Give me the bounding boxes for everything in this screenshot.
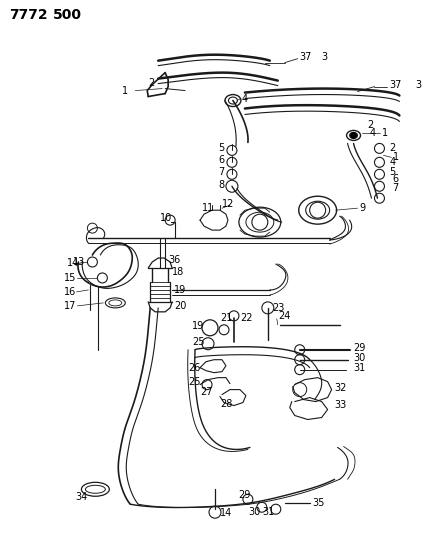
Text: 37: 37 <box>300 52 312 62</box>
Text: 10: 10 <box>160 213 172 223</box>
Text: 30: 30 <box>248 507 260 517</box>
Text: 30: 30 <box>353 353 366 362</box>
Text: 5: 5 <box>390 167 396 177</box>
Text: 31: 31 <box>353 362 366 373</box>
Text: 27: 27 <box>200 386 212 397</box>
Text: 3: 3 <box>322 52 328 62</box>
Text: 1: 1 <box>122 86 128 95</box>
Text: 21: 21 <box>220 313 233 323</box>
Text: 15: 15 <box>63 273 76 283</box>
Text: 8: 8 <box>218 180 224 190</box>
Text: 6: 6 <box>218 155 224 165</box>
Text: 2: 2 <box>368 120 374 131</box>
Text: 29: 29 <box>353 343 366 353</box>
Text: 5: 5 <box>218 143 224 154</box>
Text: 29: 29 <box>238 490 250 500</box>
Text: 34: 34 <box>76 492 88 502</box>
Text: 2: 2 <box>148 78 154 87</box>
Text: 20: 20 <box>174 301 187 311</box>
Text: 19: 19 <box>192 321 204 331</box>
Text: 17: 17 <box>63 301 76 311</box>
Text: 12: 12 <box>222 199 234 209</box>
Text: 14: 14 <box>66 258 79 268</box>
Text: 37: 37 <box>390 79 402 90</box>
Text: 26: 26 <box>188 362 200 373</box>
Text: 25: 25 <box>192 337 205 347</box>
Text: 19: 19 <box>174 285 186 295</box>
Text: 7: 7 <box>393 183 399 193</box>
Text: 14: 14 <box>220 508 232 518</box>
Text: 4: 4 <box>390 157 396 167</box>
Text: 13: 13 <box>73 257 85 267</box>
Text: 3: 3 <box>415 79 421 90</box>
Text: 32: 32 <box>335 383 347 393</box>
Text: 23: 23 <box>272 303 284 313</box>
Text: 25: 25 <box>188 377 201 386</box>
Text: 6: 6 <box>393 174 399 184</box>
Text: 24: 24 <box>278 311 290 321</box>
Text: 22: 22 <box>240 313 252 323</box>
Text: 11: 11 <box>202 203 214 213</box>
Text: 33: 33 <box>335 400 347 409</box>
Text: 4: 4 <box>242 94 248 103</box>
Text: 7772: 7772 <box>9 8 47 22</box>
Text: 35: 35 <box>313 498 325 508</box>
Text: 2: 2 <box>390 143 396 154</box>
Text: 1: 1 <box>393 152 399 163</box>
Text: 31: 31 <box>262 507 274 517</box>
Text: 4: 4 <box>369 128 376 139</box>
Text: 18: 18 <box>172 267 184 277</box>
Text: 9: 9 <box>360 203 366 213</box>
Text: 500: 500 <box>52 8 82 22</box>
Circle shape <box>350 132 356 139</box>
Text: 7: 7 <box>218 167 224 177</box>
Text: 16: 16 <box>63 287 76 297</box>
Text: 28: 28 <box>220 399 233 409</box>
Text: 1: 1 <box>381 128 387 139</box>
Text: 36: 36 <box>168 255 181 265</box>
